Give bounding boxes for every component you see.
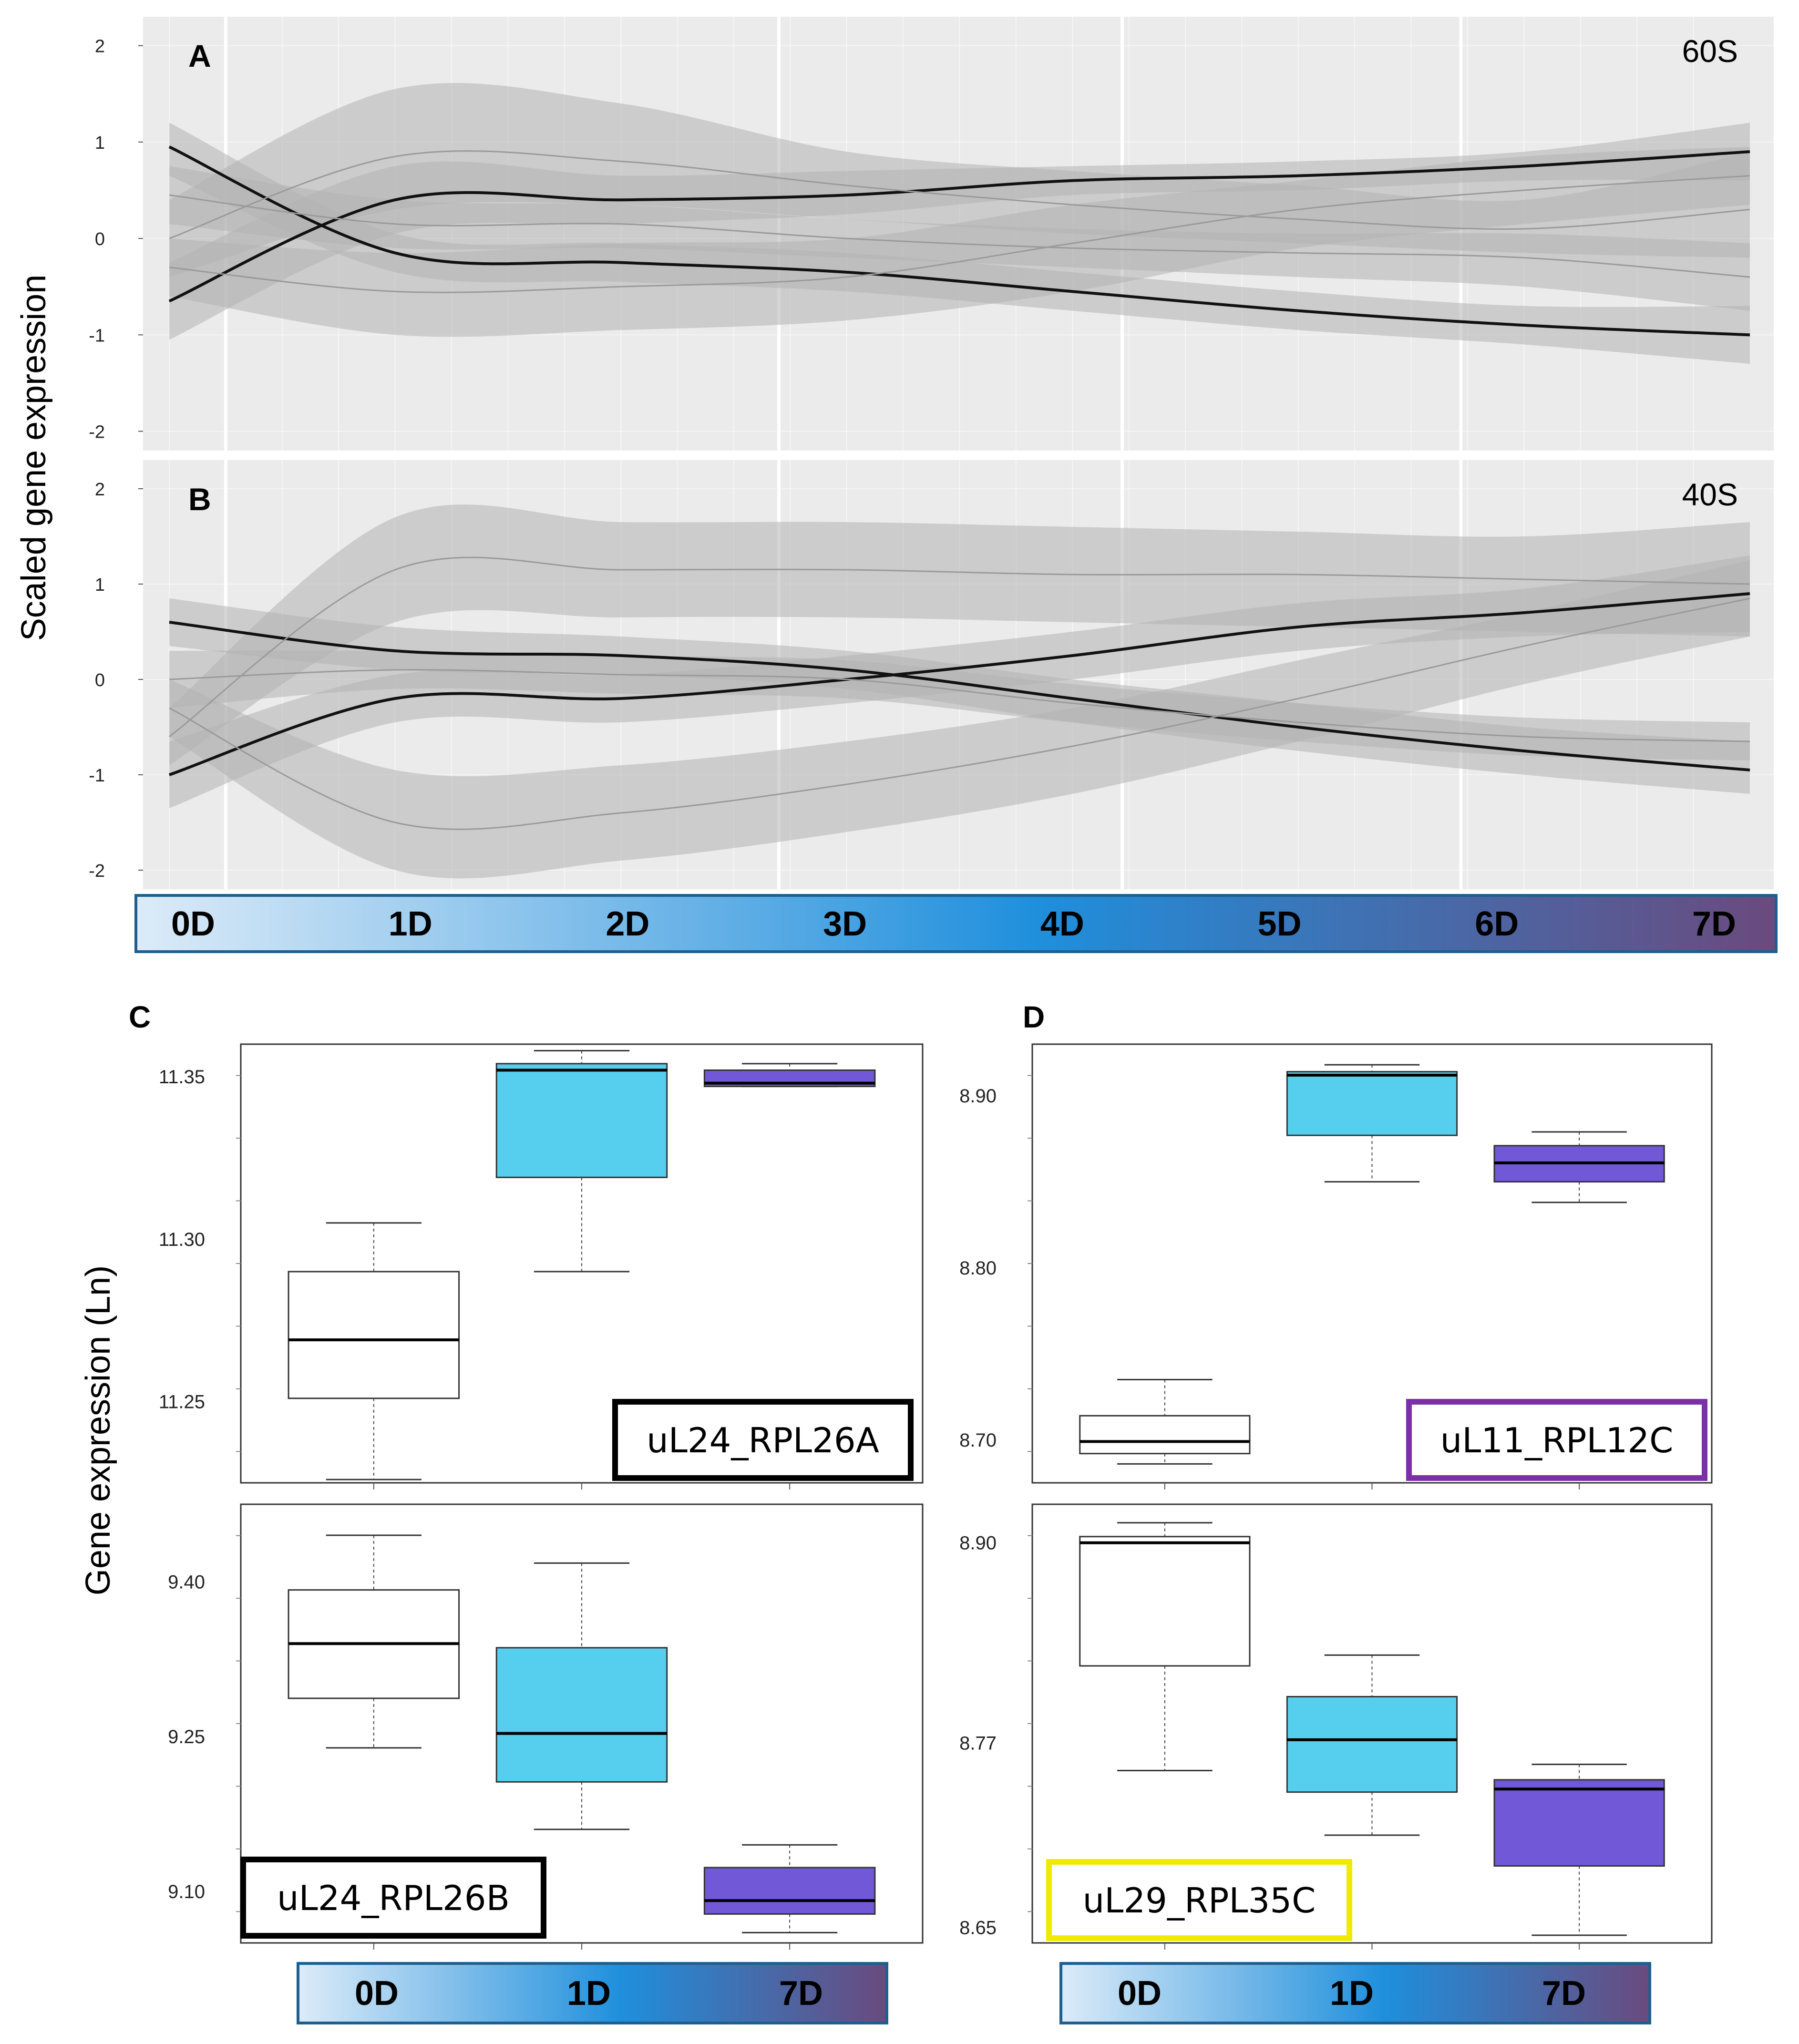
time-label-1d: 1D [1330, 1974, 1374, 2013]
y-tick-label: 9.25 [168, 1726, 205, 1747]
panel-title-60s: 60S [1682, 33, 1738, 69]
box-1d-iqr [495, 1647, 668, 1783]
y-tick-label: -2 [89, 422, 105, 442]
mean-line-dark-decreasing [169, 621, 1750, 771]
time-bar-bottom-left: 0D 1D 7D [297, 1962, 888, 2024]
boxplot-uL11-RPL12C: 8.70 8.80 8.90 uL11_RPL12C [959, 1043, 1713, 1489]
boxplot-uL24-RPL26A: 11.25 11.30 11.35 uL24_RPL26A [159, 1043, 924, 1489]
y-tick-label: 11.25 [159, 1392, 205, 1413]
mean-line-light-low [169, 597, 1750, 830]
mean-line-light-mid [169, 669, 1750, 742]
y-tick-label: 8.90 [959, 1086, 997, 1107]
mean-line-light-high [169, 150, 1750, 239]
y-tick-label: 2 [95, 37, 105, 57]
confidence-ribbon-light-high [169, 504, 1750, 765]
gene-label: uL24_RPL26B [277, 1878, 510, 1918]
mean-line-light-low [169, 175, 1750, 293]
time-label-5d: 5D [1258, 905, 1302, 943]
mean-line-dark-increasing [169, 592, 1750, 776]
gene-label: uL11_RPL12C [1440, 1420, 1674, 1460]
y-tick-label: 1 [95, 575, 105, 595]
box-1d-iqr [495, 1063, 668, 1178]
time-bar-bottom-right-fill [1059, 1962, 1651, 2024]
time-label-0d: 0D [1118, 1974, 1162, 2013]
y-tick-label: 8.65 [959, 1918, 997, 1939]
panel-letter-c: C [129, 1000, 151, 1034]
y-tick-label: 11.30 [159, 1229, 205, 1250]
gene-label-box [1406, 1399, 1707, 1481]
y-tick-label: -1 [89, 766, 105, 786]
box-7d-iqr [703, 1867, 876, 1915]
confidence-ribbon-dark-decreasing [169, 123, 1750, 364]
gene-label: uL29_RPL35C [1083, 1880, 1316, 1921]
time-label-4d: 4D [1040, 905, 1084, 943]
time-label-0d: 0D [171, 905, 215, 943]
gene-label-box [240, 1857, 546, 1939]
confidence-ribbon-light-mid [169, 166, 1750, 311]
y-tick-label: 9.10 [168, 1881, 205, 1902]
y-axis-title-scaled: Scaled gene expression [15, 275, 53, 641]
y-tick-label: 11.35 [159, 1067, 205, 1088]
time-bar-bottom-left-fill [297, 1962, 888, 2024]
confidence-ribbon-light-low [169, 560, 1750, 879]
time-label-7d: 7D [1692, 905, 1736, 943]
boxplot-uL24-RPL26B: 9.10 9.25 9.40 uL24_RPL26B [168, 1503, 924, 1950]
time-label-1d: 1D [567, 1974, 611, 2013]
time-label-3d: 3D [823, 905, 867, 943]
panel-letter-b: B [188, 482, 211, 517]
box-1d-iqr [1286, 1071, 1458, 1136]
y-tick-label: 8.77 [959, 1733, 997, 1754]
y-tick-label: 1 [95, 133, 105, 153]
mean-line-dark-increasing [168, 150, 1750, 303]
y-axis-title-ln: Gene expression (Ln) [79, 1265, 117, 1595]
mean-line-light-mid [169, 194, 1750, 278]
time-label-7d: 7D [1542, 1974, 1586, 2013]
mean-line-light-high [169, 556, 1750, 738]
y-tick-label: 8.80 [959, 1258, 997, 1279]
box-7d-iqr [1493, 1779, 1665, 1867]
time-label-2d: 2D [606, 905, 649, 943]
box-0d-iqr [1079, 1415, 1251, 1455]
box-1d-iqr [1286, 1696, 1458, 1793]
gene-label-box [612, 1399, 914, 1481]
y-tick-label: 0 [95, 670, 105, 690]
box-0d-iqr [1079, 1536, 1251, 1667]
time-bar-top: 0D 1D 2D 3D 4D 5D 6D 7D [134, 894, 1778, 953]
panel-letter-a: A [188, 38, 211, 73]
gene-label-box [1046, 1859, 1352, 1941]
boxplot-uL29-RPL35C: 8.65 8.77 8.90 uL29_RPL35C [959, 1503, 1713, 1950]
y-tick-label: 8.90 [959, 1533, 997, 1554]
gene-label: uL24_RPL26A [647, 1420, 879, 1460]
time-label-7d: 7D [779, 1974, 823, 2013]
time-label-1d: 1D [389, 905, 432, 943]
y-tick-label: 9.40 [168, 1572, 205, 1592]
panel-title-40s: 40S [1682, 477, 1738, 512]
time-label-6d: 6D [1475, 905, 1519, 943]
mean-line-dark-decreasing [168, 145, 1750, 337]
panel-a-60s-chart: -2 -1 0 1 2 A 60S [89, 17, 1774, 451]
time-label-0d: 0D [355, 1974, 399, 2013]
y-tick-label: 8.70 [959, 1430, 997, 1451]
y-tick-label: -2 [89, 861, 105, 881]
panel-b-40s-chart: -2 -1 0 1 2 B 40S [89, 460, 1774, 889]
time-bar-top-fill [134, 894, 1778, 953]
y-tick-label: 2 [95, 480, 105, 500]
box-0d-iqr [288, 1271, 460, 1399]
time-bar-bottom-right: 0D 1D 7D [1059, 1962, 1651, 2024]
y-tick-label: 0 [95, 229, 105, 249]
panel-letter-d: D [1023, 1000, 1045, 1034]
y-tick-label: -1 [89, 326, 105, 346]
